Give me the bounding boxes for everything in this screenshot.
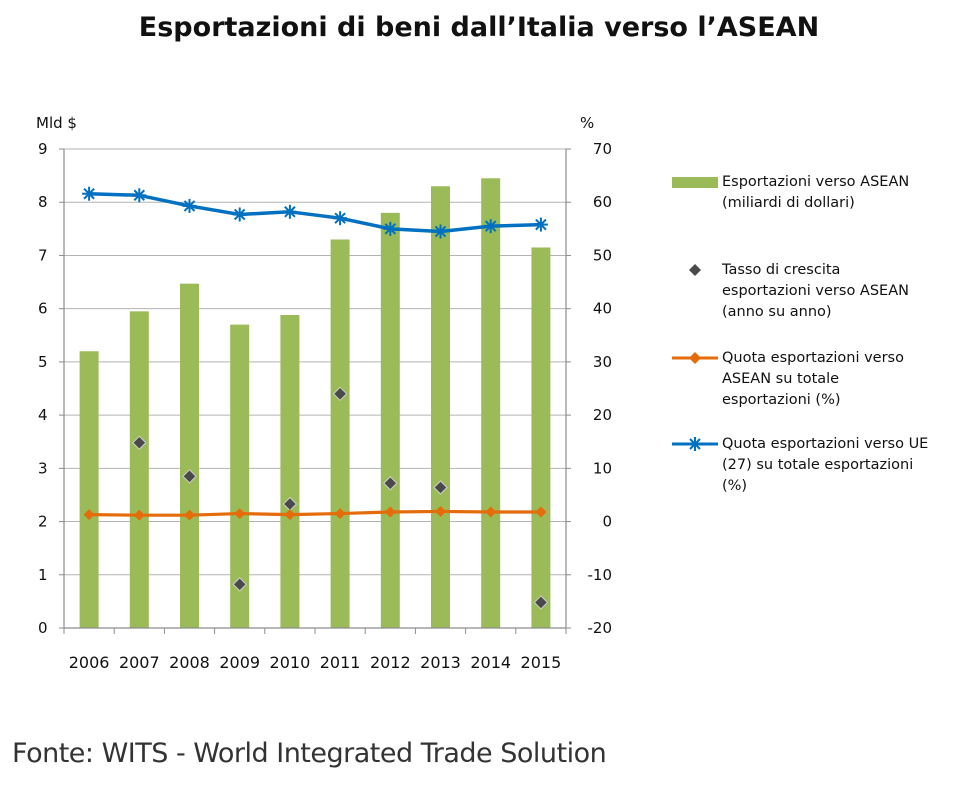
left-tick-label: 6 bbox=[38, 300, 48, 318]
asterisk-stroke bbox=[484, 220, 497, 232]
lines-layer bbox=[89, 191, 541, 517]
left-tick-label: 3 bbox=[38, 459, 48, 477]
asean-share-point bbox=[485, 506, 497, 518]
bar bbox=[330, 239, 350, 628]
legend-text-growth: Tasso di crescita esportazioni verso ASE… bbox=[722, 262, 909, 320]
growth-point bbox=[182, 469, 197, 484]
source-note: Fonte: WITS - World Integrated Trade Sol… bbox=[12, 738, 607, 769]
left-tick-label: 8 bbox=[38, 193, 48, 211]
axes-layer bbox=[59, 148, 571, 634]
growth-point bbox=[383, 476, 398, 491]
left-axis-title: Mld $ bbox=[36, 114, 77, 132]
labels-layer: 0 1 2 3 4 5 6 7 8 9 -20 -10 0 10 20 30 40 50 60 70 Mld $ % 200… bbox=[36, 114, 612, 672]
asterisk-stroke bbox=[284, 206, 296, 218]
left-tick-label: 9 bbox=[38, 140, 48, 158]
bar bbox=[79, 351, 99, 628]
growth-point bbox=[533, 595, 549, 610]
bar bbox=[431, 186, 450, 628]
left-tick-label: 5 bbox=[38, 353, 48, 371]
eu-share-line bbox=[89, 191, 541, 234]
bars-layer bbox=[79, 178, 551, 628]
left-tick-label: 0 bbox=[38, 619, 48, 637]
asean-share-line bbox=[89, 509, 541, 517]
legend-text-exports: Esportazioni verso ASEAN (miliardi di do… bbox=[722, 174, 910, 211]
x-tick-label: 2006 bbox=[69, 653, 110, 672]
asterisk-stroke bbox=[233, 208, 246, 221]
bar bbox=[531, 247, 551, 628]
eu-share-point bbox=[132, 188, 147, 203]
left-tick-label: 1 bbox=[38, 566, 48, 584]
asterisk-stroke bbox=[535, 218, 547, 231]
x-tick-label: 2008 bbox=[169, 653, 210, 672]
left-tick-label: 7 bbox=[38, 246, 48, 264]
growth-point bbox=[132, 435, 147, 450]
legend-text-share-eu: Quota esportazioni verso UE (27) su tota… bbox=[722, 436, 929, 494]
right-tick-label: 40 bbox=[593, 300, 612, 318]
right-tick-label: 50 bbox=[593, 246, 612, 264]
right-tick-label: 60 bbox=[593, 193, 612, 211]
x-tick-label: 2015 bbox=[521, 653, 562, 672]
eu-share-point bbox=[483, 219, 498, 234]
asean-share-point bbox=[535, 506, 547, 518]
eu-share-point bbox=[82, 186, 97, 201]
right-tick-label: 20 bbox=[593, 406, 612, 424]
asean-share-point bbox=[284, 509, 296, 521]
asterisk-stroke bbox=[133, 189, 146, 202]
legend-bar-icon bbox=[672, 177, 718, 188]
eu-share-point bbox=[282, 204, 297, 219]
bar bbox=[129, 311, 149, 628]
right-tick-label: -20 bbox=[588, 619, 613, 637]
right-tick-label: -10 bbox=[588, 566, 613, 584]
legend-blue-line-icon bbox=[672, 437, 718, 451]
x-tick-label: 2013 bbox=[420, 653, 461, 672]
x-tick-label: 2007 bbox=[119, 653, 160, 672]
bar bbox=[230, 324, 250, 628]
x-tick-label: 2010 bbox=[270, 653, 311, 672]
chart-title: Esportazioni di beni dall’Italia verso l… bbox=[138, 12, 820, 43]
bar bbox=[180, 283, 199, 628]
asterisk-stroke bbox=[334, 212, 346, 224]
x-tick-label: 2009 bbox=[219, 653, 260, 672]
growth-point bbox=[433, 480, 448, 495]
eu-share-point bbox=[533, 217, 548, 232]
asean-share-point bbox=[133, 509, 145, 521]
asterisk-stroke bbox=[434, 225, 447, 238]
right-axis-title: % bbox=[580, 114, 594, 132]
legend-text-share-asean: Quota esportazioni verso ASEAN su totale… bbox=[722, 350, 904, 408]
left-tick-label: 4 bbox=[38, 406, 48, 424]
bar bbox=[280, 315, 300, 628]
growth-point bbox=[232, 577, 247, 592]
x-tick-label: 2011 bbox=[320, 653, 361, 672]
right-tick-label: 70 bbox=[593, 140, 612, 158]
x-tick-label: 2014 bbox=[470, 653, 511, 672]
bar bbox=[481, 178, 501, 628]
eu-share-point bbox=[433, 224, 448, 239]
left-tick-label: 2 bbox=[38, 513, 48, 531]
right-tick-label: 10 bbox=[593, 459, 612, 477]
bar bbox=[380, 212, 400, 628]
asterisk-stroke bbox=[183, 200, 196, 212]
eu-share-point bbox=[383, 221, 398, 236]
asean-share-point bbox=[184, 509, 195, 521]
asean-share-point bbox=[384, 506, 396, 518]
eu-share-point bbox=[182, 198, 197, 213]
asterisk-stroke bbox=[384, 223, 397, 235]
legend-diamond-icon bbox=[689, 264, 701, 276]
asean-share-point bbox=[234, 508, 246, 520]
growth-point bbox=[332, 386, 348, 402]
legend-orange-line-icon bbox=[672, 352, 718, 364]
markers-layer bbox=[82, 186, 549, 610]
right-tick-label: 0 bbox=[602, 513, 612, 531]
asterisk-stroke bbox=[83, 187, 95, 200]
x-tick-label: 2012 bbox=[370, 653, 411, 672]
eu-share-point bbox=[333, 211, 348, 226]
eu-share-point bbox=[232, 207, 247, 222]
asean-share-point bbox=[435, 505, 446, 517]
right-tick-label: 30 bbox=[593, 353, 612, 371]
asean-share-point bbox=[83, 509, 95, 521]
asean-share-point bbox=[334, 508, 346, 520]
